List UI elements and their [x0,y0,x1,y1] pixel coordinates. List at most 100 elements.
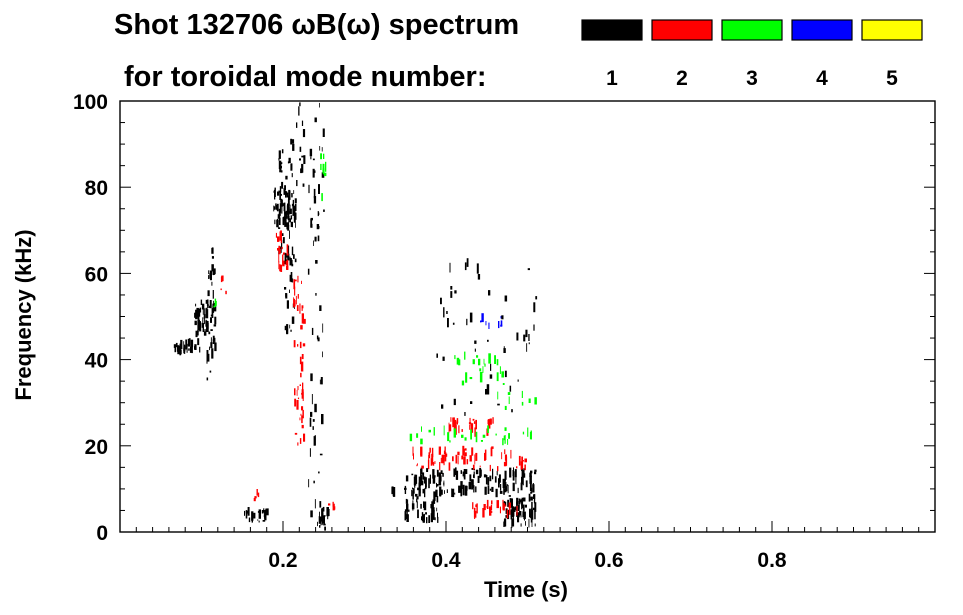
feature-speck [285,187,286,191]
feature-speck [473,510,477,518]
feature-speck [521,470,524,478]
feature-speck [258,520,260,523]
feature-speck [317,337,320,342]
feature-speck [280,193,282,196]
feature-speck [426,517,428,524]
feature-speck [311,327,314,335]
feature-speck [511,507,514,518]
feature-speck [525,329,528,338]
feature-speck [525,480,528,488]
feature-speck [322,512,324,521]
feature-speck [176,345,180,352]
feature-speck [253,497,256,502]
feature-speck [416,496,419,500]
feature-speck [318,184,320,194]
feature-speck [283,252,286,255]
feature-speck [301,415,303,424]
feature-speck [210,342,213,349]
feature-speck [528,398,531,403]
feature-speck [311,394,313,405]
feature-speck [510,498,513,508]
feature-speck [504,454,507,461]
feature-speck [278,245,281,254]
feature-speck [423,476,426,484]
feature-speck [212,303,215,313]
feature-speck [277,221,279,228]
feature-speck [414,493,418,497]
feature-speck [464,485,468,496]
feature-speck [422,514,425,523]
feature-speck [301,424,304,429]
feature-speck [534,502,537,512]
feature-speck [453,468,456,477]
feature-speck [500,484,502,491]
feature-speck [518,498,521,505]
feature-speck [462,484,465,496]
feature-speck [490,504,493,511]
feature-speck [291,163,293,170]
feature-speck [320,520,322,526]
feature-speck [318,516,321,524]
feature-speck [203,314,206,319]
feature-speck [291,246,294,256]
feature-speck [296,122,298,128]
feature-speck [525,521,526,526]
feature-speck [321,193,323,202]
feature-speck [452,417,455,425]
feature-speck [207,321,209,329]
feature-speck [307,268,310,275]
feature-speck [529,472,532,477]
feature-speck [291,193,293,198]
feature-speck [206,377,209,381]
feature-speck [321,147,323,152]
feature-speck [507,484,509,494]
feature-speck [297,275,299,283]
feature-speck [441,404,444,409]
feature-speck [299,303,301,314]
feature-speck [291,173,293,178]
feature-speck [479,371,483,383]
feature-speck [464,449,465,457]
feature-speck [489,464,491,472]
feature-speck [283,202,286,212]
feature-speck [280,199,283,207]
feature-speck [428,429,431,433]
feature-speck [450,286,453,290]
feature-speck [521,390,523,398]
feature-speck [487,339,489,342]
feature-speck [278,213,280,222]
feature-speck [412,487,414,490]
feature-speck [173,344,176,348]
feature-speck [450,417,452,422]
feature-speck [516,497,519,505]
x-tick-label: 0.2 [268,549,297,572]
feature-speck [320,163,322,170]
feature-speck [284,217,286,225]
feature-speck [290,329,292,332]
feature-speck [439,494,442,497]
feature-speck [416,464,418,467]
feature-speck [209,300,212,309]
feature-speck [194,320,197,326]
feature-speck [503,346,505,350]
feature-speck [319,146,321,151]
feature-mode1-19 [404,467,537,498]
feature-speck [428,515,430,523]
feature-speck [184,345,186,352]
feature-speck [530,491,533,494]
feature-speck [520,523,522,527]
feature-speck [508,396,510,404]
feature-speck [420,469,421,480]
feature-speck [293,279,296,290]
feature-speck [302,183,305,187]
feature-speck [522,504,525,512]
feature-speck [288,157,291,163]
feature-speck [464,452,467,457]
feature-speck [489,506,492,516]
feature-speck [433,499,436,504]
feature-speck [517,514,520,518]
feature-speck [391,486,394,493]
feature-speck [299,438,302,444]
feature-speck [431,505,434,515]
